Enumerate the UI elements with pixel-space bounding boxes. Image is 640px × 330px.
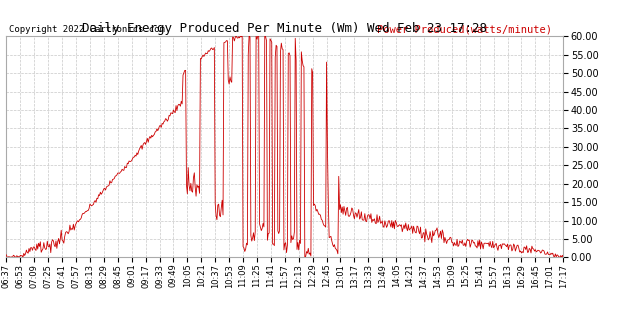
Title: Daily Energy Produced Per Minute (Wm) Wed Feb 23 17:28: Daily Energy Produced Per Minute (Wm) We… bbox=[83, 22, 487, 35]
Text: Copyright 2022 Cartronics.com: Copyright 2022 Cartronics.com bbox=[9, 25, 165, 34]
Text: Power Produced(watts/minute): Power Produced(watts/minute) bbox=[377, 24, 552, 34]
